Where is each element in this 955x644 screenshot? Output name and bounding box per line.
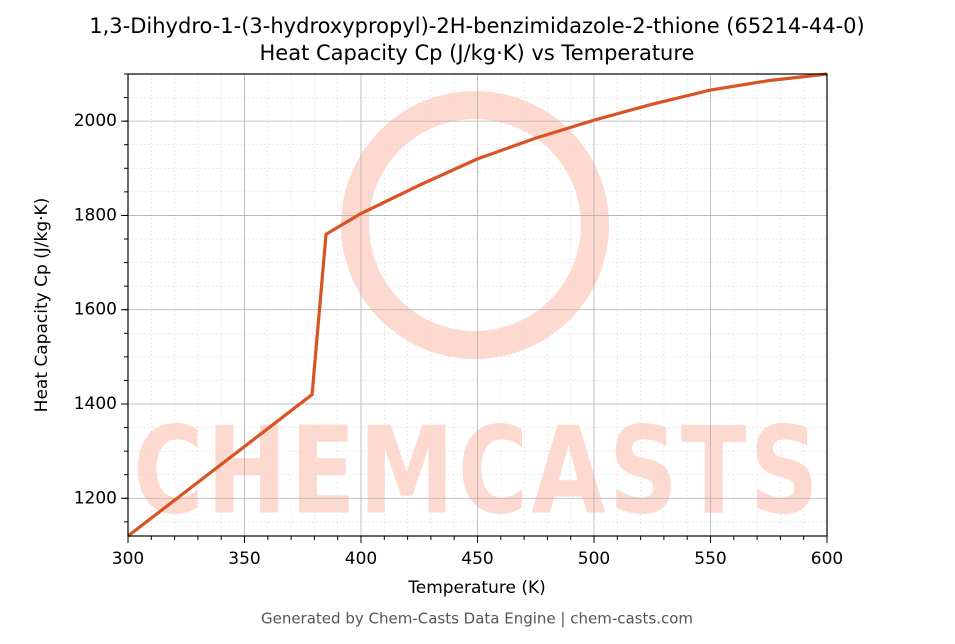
watermark-logo: [341, 91, 609, 359]
x-tick-label: 450: [461, 549, 493, 569]
footer: Generated by Chem-Casts Data Engine | ch…: [261, 610, 693, 628]
data-line: [127, 72, 828, 538]
x-tick-label: 600: [811, 549, 843, 569]
chart-subtitle: Heat Capacity Cp (J/kg·K) vs Temperature: [260, 41, 695, 65]
y-tick-label: 2000: [74, 111, 117, 131]
watermark-group: [341, 91, 609, 359]
chart-title: 1,3-Dihydro-1-(3-hydroxypropyl)-2H-benzi…: [89, 14, 864, 38]
plot-frame: [127, 73, 828, 537]
y-tick-label: 1200: [74, 488, 117, 508]
y-tick-label: 1400: [74, 394, 117, 414]
x-tick-label: 550: [694, 549, 726, 569]
x-axis-label: Temperature (K): [407, 578, 546, 598]
x-tick-label: 400: [345, 549, 377, 569]
x-tick-label: 500: [578, 549, 610, 569]
y-axis-label: Heat Capacity Cp (J/kg·K): [32, 198, 52, 413]
x-tick-label: 350: [228, 549, 260, 569]
y-tick-label: 1600: [74, 300, 117, 320]
y-tick-label: 1800: [74, 205, 117, 225]
watermark: CHEMCASTS: [133, 403, 822, 542]
x-tick-label: 300: [112, 549, 144, 569]
